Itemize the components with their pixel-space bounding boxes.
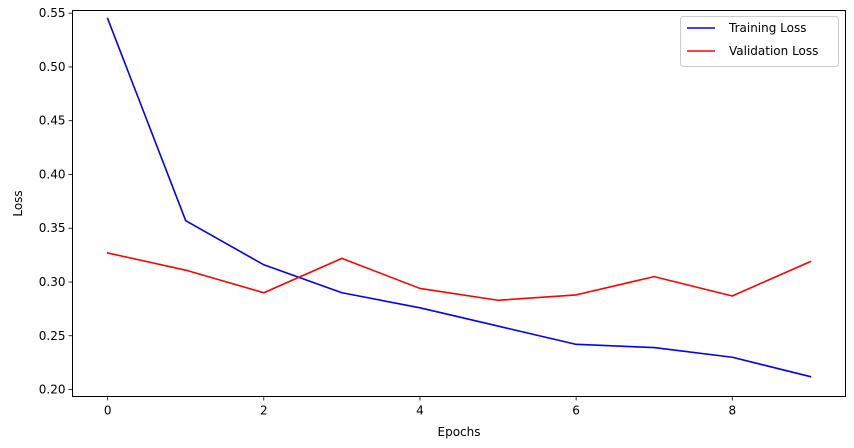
- plot-frame: [72, 10, 846, 397]
- y-tick-label: 0.30: [39, 275, 66, 289]
- y-tick-label: 0.50: [39, 60, 66, 74]
- series-line-validation-loss: [106, 252, 812, 302]
- x-tick-label: 8: [728, 404, 736, 418]
- y-tick-label: 0.25: [39, 329, 66, 343]
- y-tick-label: 0.45: [39, 114, 66, 128]
- y-tick-label: 0.40: [39, 167, 66, 181]
- x-tick-label: 4: [416, 404, 424, 418]
- x-axis-label: Epochs: [438, 425, 481, 439]
- x-axis: 0 2 4 6 8: [104, 396, 736, 418]
- plot-layer: [106, 17, 812, 378]
- x-tick-label: 6: [572, 404, 580, 418]
- x-tick-label: 0: [104, 404, 112, 418]
- legend: Training Loss Validation Loss: [680, 16, 839, 67]
- legend-label-training-loss: Training Loss: [728, 21, 806, 35]
- y-tick-label: 0.20: [39, 383, 66, 397]
- series-line-training-loss: [106, 17, 812, 378]
- y-axis: 0.20 0.25 0.30 0.35 0.40 0.45 0.50 0.55: [39, 6, 73, 397]
- y-tick-label: 0.35: [39, 221, 66, 235]
- y-tick-label: 0.55: [39, 6, 66, 20]
- legend-label-validation-loss: Validation Loss: [729, 44, 818, 58]
- legend-box: [680, 16, 839, 67]
- y-axis-label: Loss: [11, 190, 25, 216]
- x-tick-label: 2: [260, 404, 268, 418]
